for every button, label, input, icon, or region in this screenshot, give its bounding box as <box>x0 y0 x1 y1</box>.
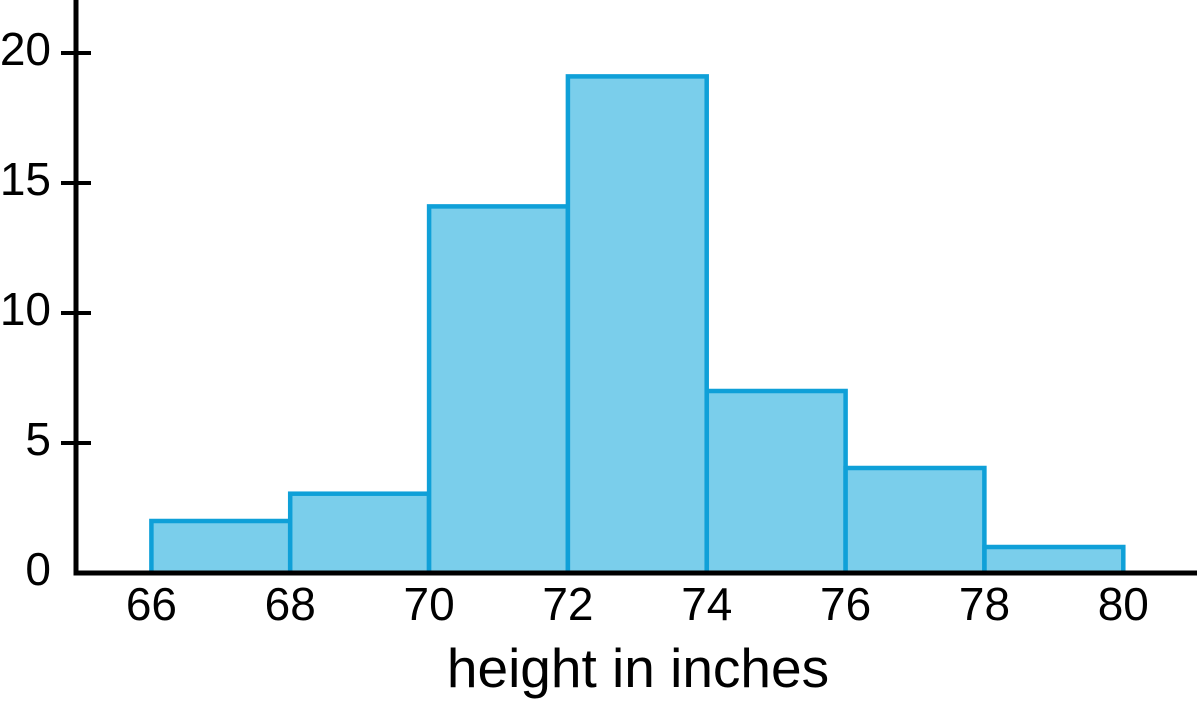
svg-text:20: 20 <box>0 23 51 75</box>
svg-text:68: 68 <box>265 578 316 630</box>
svg-text:70: 70 <box>404 578 455 630</box>
svg-text:5: 5 <box>25 413 51 465</box>
svg-text:76: 76 <box>820 578 871 630</box>
svg-text:74: 74 <box>681 578 732 630</box>
svg-text:10: 10 <box>0 283 51 335</box>
svg-text:0: 0 <box>25 543 51 595</box>
svg-text:80: 80 <box>1098 578 1149 630</box>
svg-text:78: 78 <box>959 578 1010 630</box>
svg-text:height in inches: height in inches <box>447 637 829 699</box>
svg-text:66: 66 <box>126 578 177 630</box>
svg-text:72: 72 <box>542 578 593 630</box>
svg-text:15: 15 <box>0 153 51 205</box>
